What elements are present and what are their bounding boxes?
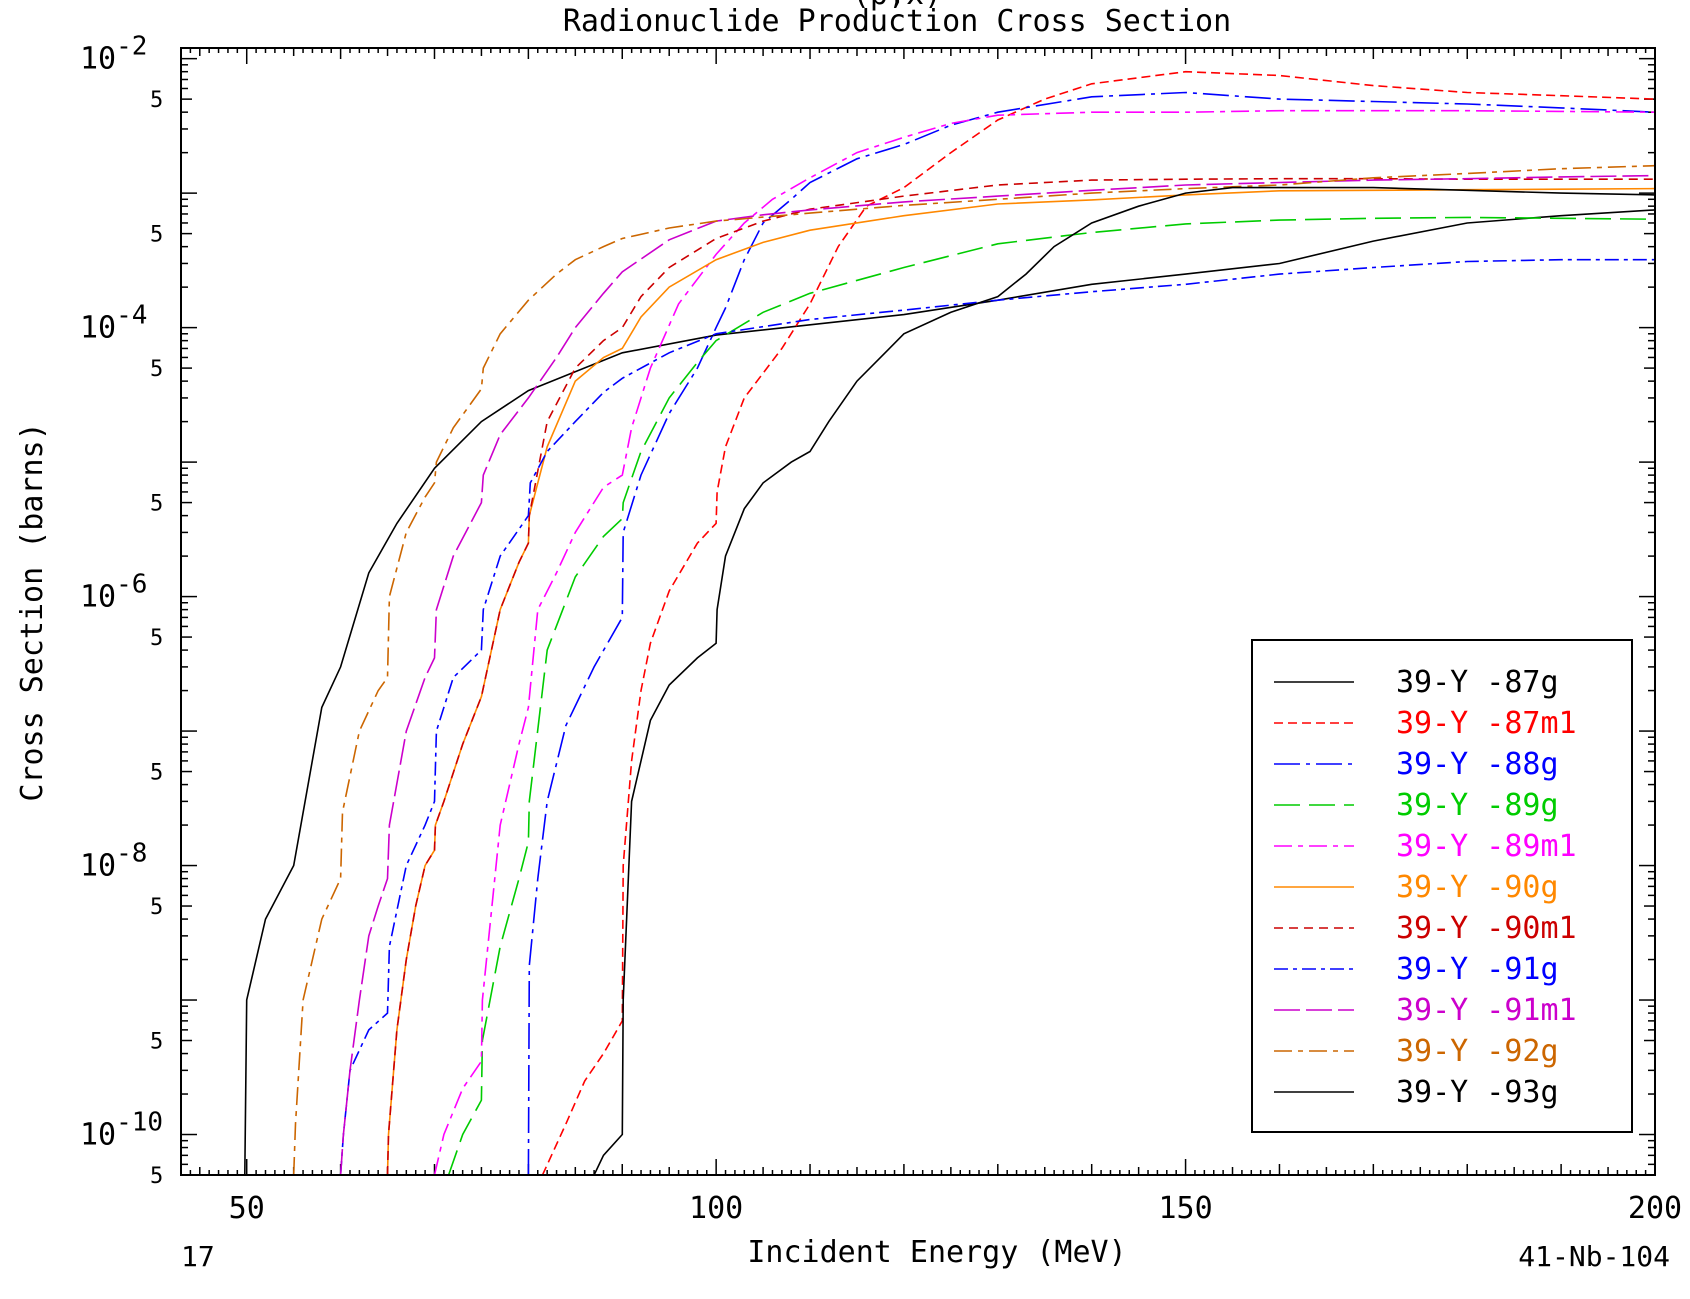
y-minor-label: 5 bbox=[150, 895, 163, 920]
y-minor-label: 5 bbox=[150, 223, 163, 248]
y-minor-label: 5 bbox=[150, 492, 163, 517]
legend-label: 39-Y -90g bbox=[1396, 870, 1559, 905]
legend-label: 39-Y -89m1 bbox=[1396, 829, 1577, 864]
y-minor-label: 5 bbox=[150, 626, 163, 651]
y-tick-label: 10-10 bbox=[80, 1108, 163, 1153]
y-minor-label: 5 bbox=[150, 761, 163, 786]
series-line bbox=[244, 209, 1655, 1175]
footer-left: 17 bbox=[181, 1240, 215, 1273]
series-line bbox=[386, 177, 1655, 1175]
series-line bbox=[541, 70, 1655, 1175]
legend-label: 39-Y -90m1 bbox=[1396, 911, 1577, 946]
series-lines bbox=[244, 70, 1655, 1175]
x-tick-label: 150 bbox=[1158, 1191, 1212, 1226]
x-tick-label: 50 bbox=[229, 1191, 265, 1226]
legend-label: 39-Y -88g bbox=[1396, 747, 1559, 782]
x-tick-label: 100 bbox=[689, 1191, 743, 1226]
y-tick-label: 10-4 bbox=[80, 301, 147, 346]
y-minor-label: 5 bbox=[150, 88, 163, 113]
y-tick-label: 10-8 bbox=[80, 839, 147, 884]
y-minor-label: 5 bbox=[150, 1164, 163, 1189]
partial-title: (p,x) bbox=[852, 0, 942, 12]
series-line bbox=[447, 216, 1655, 1175]
y-tick-label: 10-6 bbox=[80, 570, 147, 615]
y-axis-label: Cross Section (barns) bbox=[15, 422, 50, 801]
x-tick-labels: 50 100 150 200 bbox=[229, 1191, 1682, 1226]
legend-label: 39-Y -87m1 bbox=[1396, 706, 1577, 741]
series-line bbox=[339, 174, 1655, 1175]
footer-right: 41-Nb-104 bbox=[1518, 1240, 1670, 1273]
y-minor-label: 5 bbox=[150, 1030, 163, 1055]
series-line bbox=[339, 258, 1655, 1175]
series-line bbox=[593, 186, 1655, 1175]
series-line bbox=[527, 91, 1655, 1175]
y-tick-labels: 10-2 10-4 10-6 10-8 10-10 5 5 5 5 5 5 5 5 5 bbox=[80, 32, 163, 1189]
chart-title: Radionuclide Production Cross Section bbox=[563, 4, 1231, 39]
series-line bbox=[433, 109, 1655, 1175]
series-line bbox=[292, 164, 1655, 1175]
legend: 39-Y -87g 39-Y -87m1 39-Y -88g 39-Y -89g 39-… bbox=[1251, 639, 1633, 1133]
x-tick-label: 200 bbox=[1628, 1191, 1682, 1226]
y-tick-label: 10-2 bbox=[80, 32, 147, 77]
legend-label: 39-Y -93g bbox=[1396, 1075, 1559, 1110]
legend-box bbox=[1251, 639, 1633, 1133]
y-minor-label: 5 bbox=[150, 357, 163, 382]
plot-frame bbox=[180, 47, 1656, 1176]
legend-label: 39-Y -87g bbox=[1396, 665, 1559, 700]
legend-label: 39-Y -91g bbox=[1396, 952, 1559, 987]
x-axis-label: Incident Energy (MeV) bbox=[747, 1235, 1126, 1270]
legend-label: 39-Y -89g bbox=[1396, 788, 1559, 823]
legend-label: 39-Y -92g bbox=[1396, 1034, 1559, 1069]
legend-label: 39-Y -91m1 bbox=[1396, 993, 1577, 1028]
